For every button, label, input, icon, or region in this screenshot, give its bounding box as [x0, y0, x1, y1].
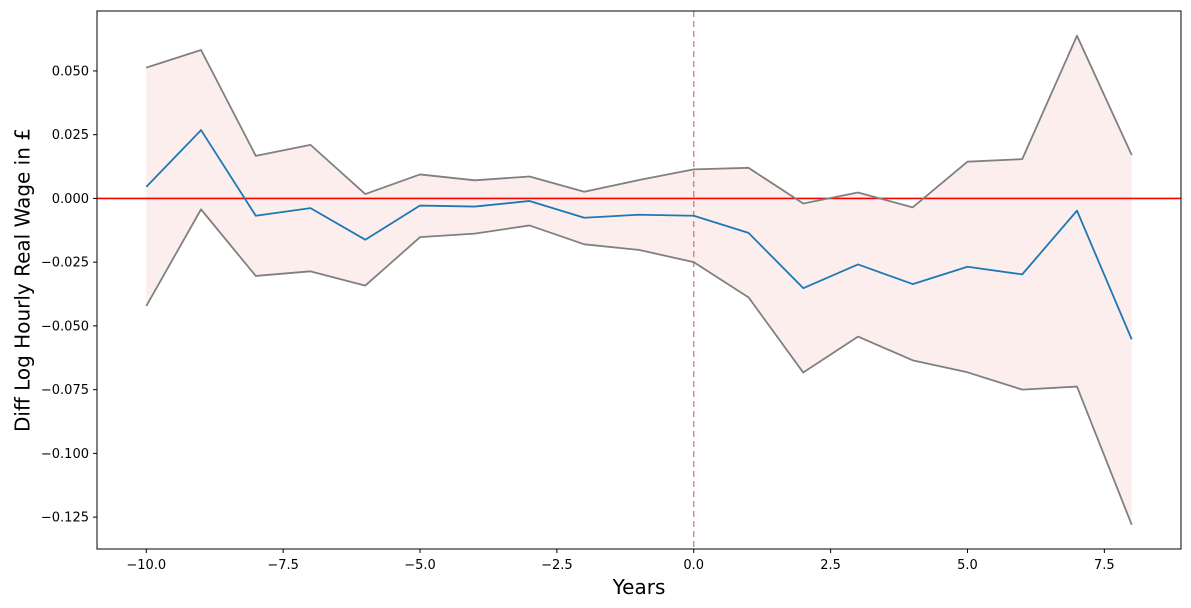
reference-lines: [97, 11, 1181, 549]
x-tick-label: 0.0: [683, 558, 704, 573]
y-tick-label: −0.050: [41, 319, 89, 334]
x-axis-ticks: −10.0 −7.5 −5.0 −2.5 0.0 2.5 5.0 7.5: [126, 549, 1115, 573]
y-tick-label: 0.000: [52, 192, 89, 207]
x-tick-label: 5.0: [957, 558, 978, 573]
confidence-band-area: [146, 35, 1132, 525]
estimate-line: [145, 129, 1133, 340]
upper-bound-line: [145, 34, 1133, 209]
y-tick-label: 0.025: [52, 128, 89, 143]
series-lines: [145, 34, 1133, 526]
x-tick-label: −5.0: [404, 558, 436, 573]
confidence-band: [146, 35, 1132, 525]
y-axis-label: Diff Log Hourly Real Wage in £: [11, 128, 35, 432]
y-tick-label: −0.075: [41, 383, 89, 398]
x-tick-label: −2.5: [541, 558, 573, 573]
x-tick-label: −10.0: [126, 558, 166, 573]
x-tick-label: −7.5: [267, 558, 299, 573]
x-tick-label: 7.5: [1094, 558, 1115, 573]
y-axis-ticks: 0.050 0.025 0.000 −0.025 −0.050 −0.075 −0.100 −…: [41, 64, 97, 526]
x-axis-label: Years: [612, 575, 666, 599]
y-tick-label: −0.100: [41, 447, 89, 462]
plot-frame: [96, 10, 1182, 550]
y-tick-label: −0.125: [41, 511, 89, 526]
y-tick-label: 0.050: [52, 64, 89, 79]
lower-bound-line: [145, 208, 1133, 526]
x-tick-label: 2.5: [820, 558, 841, 573]
y-tick-label: −0.025: [41, 256, 89, 271]
